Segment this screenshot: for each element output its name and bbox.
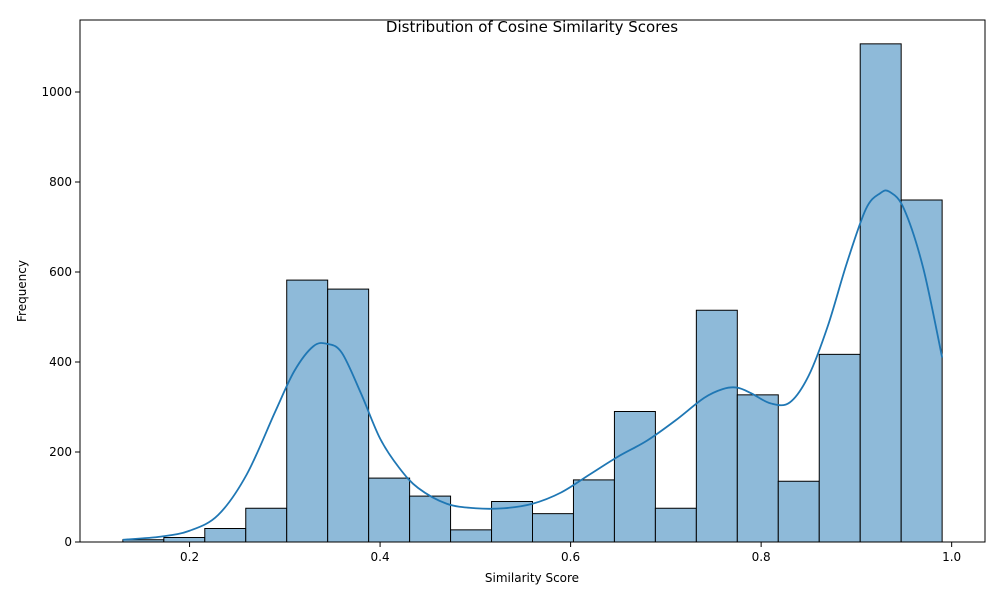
x-tick-label: 1.0	[942, 550, 961, 564]
histogram-bar	[409, 495, 452, 543]
chart-title: Distribution of Cosine Similarity Scores	[386, 18, 678, 36]
histogram-bar	[818, 353, 861, 543]
histogram-bar	[450, 529, 493, 543]
bars-group	[122, 43, 943, 543]
kde-layer	[122, 189, 944, 541]
y-tick-label: 800	[49, 175, 72, 189]
histogram-bar	[736, 394, 779, 543]
y-tick-label: 600	[49, 265, 72, 279]
x-axis-ticks: 0.2 0.4 0.6 0.8 1.0	[180, 542, 961, 564]
histogram-bar	[163, 537, 206, 543]
histogram-bar	[695, 309, 738, 543]
histogram-bar	[900, 199, 943, 543]
histogram-bar	[532, 513, 574, 543]
histogram-bar	[613, 411, 656, 543]
x-tick-label: 0.2	[180, 550, 199, 564]
plot-frame	[79, 19, 986, 543]
y-tick-label: 200	[49, 445, 72, 459]
x-axis-label: Similarity Score	[485, 571, 579, 585]
histogram-bar	[286, 279, 329, 543]
x-tick-label: 0.8	[752, 550, 771, 564]
y-tick-label: 0	[64, 535, 72, 549]
kde-curve	[122, 189, 944, 541]
y-axis-ticks: 0 200 400 600 800 1000	[41, 85, 80, 549]
histogram-bar	[245, 507, 288, 543]
histogram-bar	[859, 43, 902, 543]
x-tick-label: 0.4	[371, 550, 390, 564]
histogram-bar	[327, 288, 370, 543]
histogram-bar	[204, 528, 247, 543]
histogram-bar	[654, 507, 697, 543]
y-axis-label: Frequency	[15, 260, 29, 322]
y-tick-label: 400	[49, 355, 72, 369]
histogram-bar	[777, 480, 820, 543]
x-tick-label: 0.6	[561, 550, 580, 564]
histogram-bar	[368, 477, 411, 543]
histogram-bar	[572, 479, 615, 543]
y-tick-label: 1000	[41, 85, 72, 99]
